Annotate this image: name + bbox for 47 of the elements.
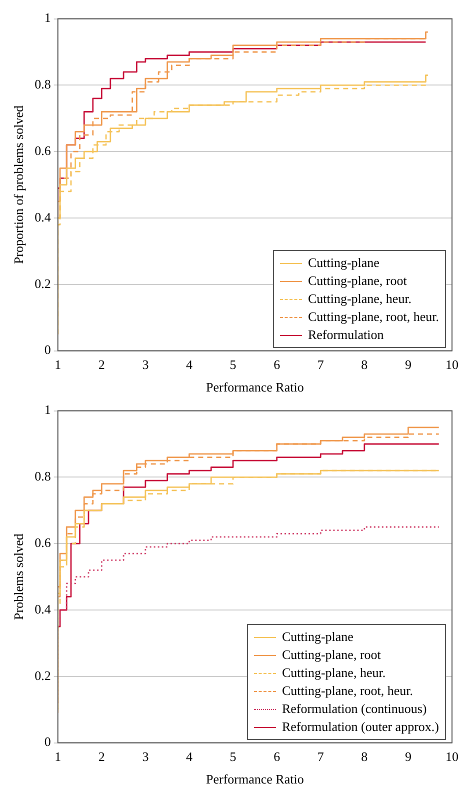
x-tick-label: 9	[404, 357, 412, 372]
legend-label: Cutting-plane, root, heur.	[308, 308, 439, 326]
legend-label: Cutting-plane	[282, 628, 354, 646]
x-tick-label: 3	[142, 357, 149, 372]
x-tick-label: 1	[54, 357, 62, 372]
x-tick-label: 5	[230, 357, 236, 372]
x-tick-label: 1	[54, 749, 62, 764]
x-tick-label: 2	[98, 357, 105, 372]
legend-label: Reformulation (outer approx.)	[282, 718, 439, 736]
x-tick-label: 10	[446, 357, 458, 372]
y-tick-label: 0.6	[34, 535, 52, 550]
x-tick-label: 10	[446, 749, 458, 764]
x-tick-label: 7	[317, 357, 324, 372]
legend-label: Reformulation (continuous)	[282, 700, 427, 718]
y-tick-label: 0.6	[34, 143, 52, 158]
x-tick-label: 4	[186, 749, 193, 764]
y-tick-label: 0.8	[34, 76, 51, 92]
y-tick-label: 0	[44, 734, 51, 750]
x-tick-label: 3	[142, 749, 149, 764]
x-tick-label: 7	[317, 749, 324, 764]
legend-label: Cutting-plane, root, heur.	[282, 682, 414, 700]
legend-label: Cutting-plane, root	[308, 272, 407, 290]
x-tick-label: 5	[230, 749, 236, 764]
x-axis-title: Performance Ratio	[206, 380, 304, 395]
x-tick-label: 9	[404, 749, 412, 764]
y-tick-label: 0	[44, 342, 51, 358]
legend-label: Reformulation	[308, 326, 384, 344]
y-axis-title: Problems solved	[11, 533, 26, 620]
y-tick-label: 1	[44, 402, 51, 418]
x-axis-title: Performance Ratio	[206, 772, 304, 787]
y-tick-label: 0.2	[34, 276, 51, 291]
x-tick-label: 6	[274, 749, 281, 764]
x-tick-label: 8	[361, 357, 368, 372]
legend-label: Cutting-plane	[308, 254, 380, 272]
y-tick-label: 0.8	[34, 468, 51, 484]
legend-label: Cutting-plane, root	[282, 646, 381, 664]
y-tick-label: 0.2	[34, 668, 51, 683]
x-tick-label: 2	[98, 749, 105, 764]
x-tick-label: 8	[361, 749, 368, 764]
x-tick-label: 6	[274, 357, 281, 372]
legend-label: Cutting-plane, heur.	[282, 664, 386, 682]
y-tick-label: 1	[44, 10, 51, 26]
y-tick-label: 0.4	[34, 601, 52, 616]
y-axis-title: Proportion of problems solved	[11, 105, 26, 264]
y-tick-label: 0.4	[34, 209, 52, 224]
legend-label: Cutting-plane, heur.	[308, 290, 412, 308]
x-tick-label: 4	[186, 357, 193, 372]
